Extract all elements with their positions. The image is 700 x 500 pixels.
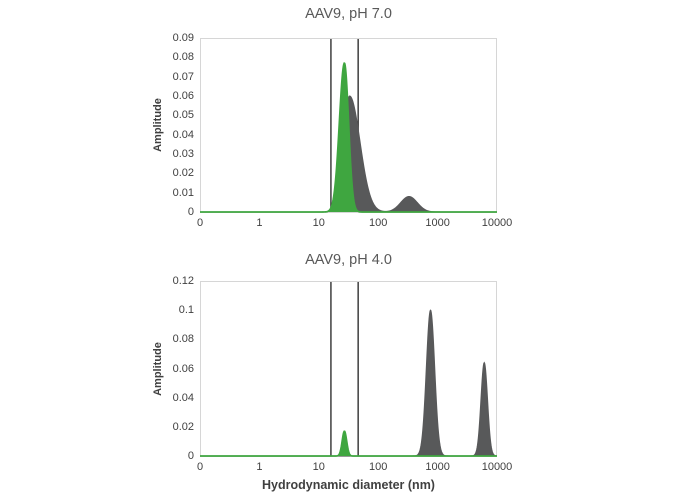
- x-tick-label: 1: [256, 461, 263, 473]
- x-tick-label: 10000: [481, 461, 513, 473]
- plot-border: [200, 38, 497, 213]
- x-tick-label: 1000: [425, 461, 450, 473]
- x-tick-label: 100: [369, 461, 388, 473]
- x-tick-label: 100: [369, 217, 388, 229]
- x-tick-label: 10: [312, 217, 325, 229]
- series-line-monomer-sample-green: [200, 430, 497, 457]
- plot-border: [200, 281, 497, 457]
- series-line-monomer-sample-green: [200, 62, 497, 213]
- y-tick-label: 0.02: [172, 420, 194, 433]
- y-tick-label: 0.02: [172, 167, 194, 180]
- y-tick-label: 0.01: [172, 186, 194, 199]
- y-tick-label: 0.12: [172, 275, 194, 287]
- y-tick-label: 0.06: [172, 362, 194, 375]
- plot-area-ph7: [200, 38, 497, 213]
- y-tick-label: 0.05: [172, 109, 194, 122]
- y-tick-label: 0: [187, 450, 194, 462]
- y-tick-label: 0.04: [172, 128, 194, 141]
- y-tick-label: 0.04: [172, 391, 194, 404]
- plot-area-ph4: [200, 281, 497, 457]
- series-line-aggregated-sample-gray: [200, 309, 497, 457]
- x-tick-label: 10: [312, 461, 325, 473]
- x-tick-label: 1: [256, 217, 263, 229]
- y-tick-label: 0.08: [172, 333, 194, 346]
- y-tick-label: 0.09: [172, 32, 194, 44]
- x-tick-label: 10000: [481, 217, 513, 229]
- x-tick-label: 0: [196, 461, 204, 473]
- y-tick-label: 0.1: [178, 304, 194, 317]
- y-tick-label: 0: [187, 206, 194, 218]
- y-tick-label: 0.07: [172, 70, 194, 83]
- chart-title-ph4: AAV9, pH 4.0: [305, 252, 392, 268]
- x-axis-title: Hydrodynamic diameter (nm): [262, 478, 435, 492]
- series-area-aggregated-sample-gray: [200, 310, 497, 456]
- y-tick-label: 0.03: [172, 148, 194, 160]
- y-tick-label: 0.08: [172, 51, 194, 64]
- y-tick-label: 0.06: [172, 90, 194, 102]
- x-tick-label: 0: [196, 217, 204, 229]
- x-tick-label: 1000: [425, 217, 450, 229]
- chart-title-ph7: AAV9, pH 7.0: [305, 6, 392, 22]
